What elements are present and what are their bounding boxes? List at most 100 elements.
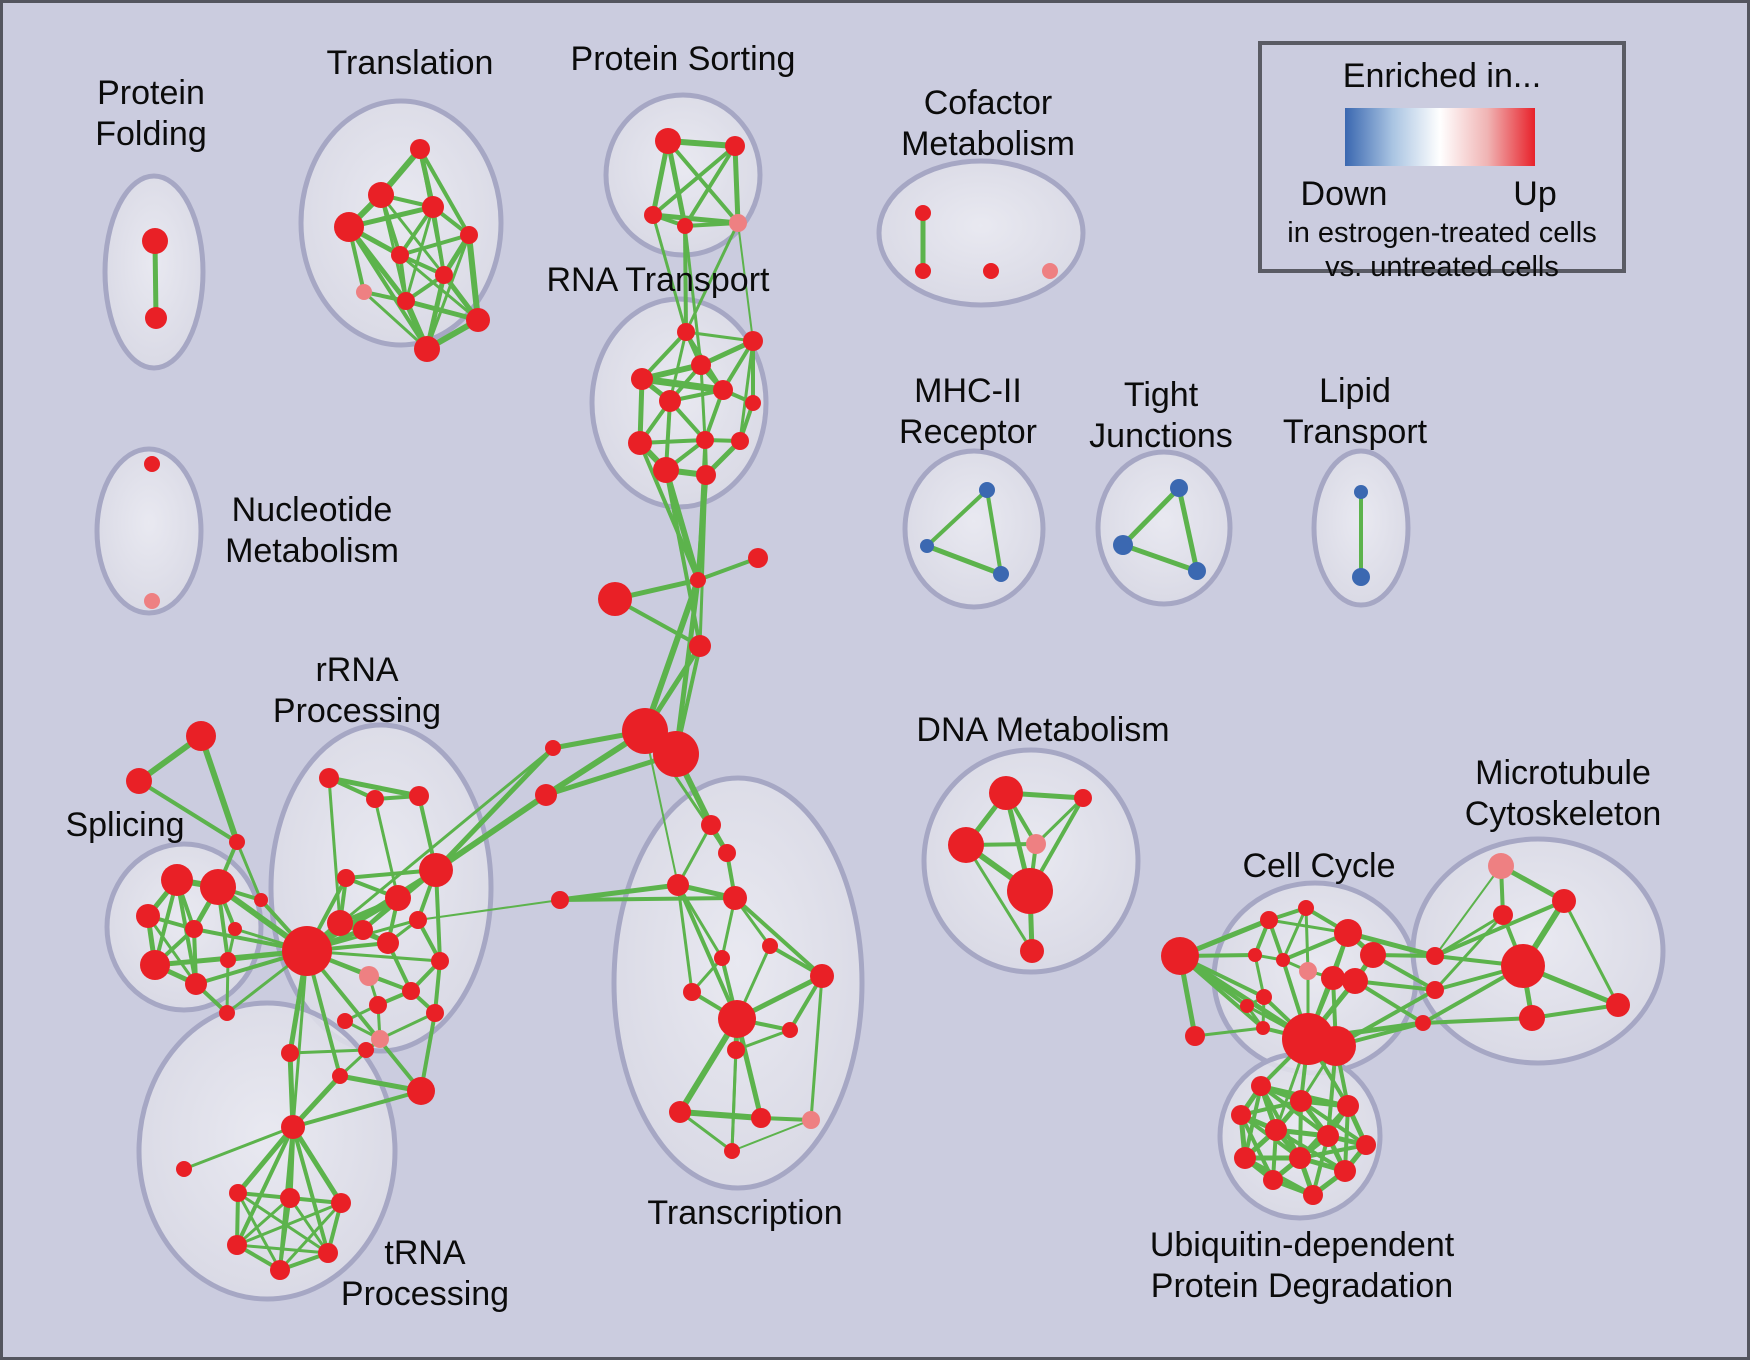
gene-set-node[interactable] <box>713 380 733 400</box>
gene-set-node[interactable] <box>1276 953 1290 967</box>
gene-set-node[interactable] <box>1260 911 1278 929</box>
gene-set-node[interactable] <box>598 582 632 616</box>
gene-set-node[interactable] <box>701 815 721 835</box>
gene-set-node[interactable] <box>782 1022 798 1038</box>
gene-set-node[interactable] <box>327 910 353 936</box>
gene-set-node[interactable] <box>628 431 652 455</box>
gene-set-node[interactable] <box>407 1077 435 1105</box>
gene-set-node[interactable] <box>140 950 170 980</box>
gene-set-node[interactable] <box>282 926 332 976</box>
gene-set-node[interactable] <box>920 539 934 553</box>
gene-set-node[interactable] <box>723 886 747 910</box>
gene-set-node[interactable] <box>318 1243 338 1263</box>
gene-set-node[interactable] <box>1185 1026 1205 1046</box>
gene-set-node[interactable] <box>337 1013 353 1029</box>
gene-set-node[interactable] <box>659 390 681 412</box>
gene-set-node[interactable] <box>1356 1135 1376 1155</box>
gene-set-node[interactable] <box>1493 905 1513 925</box>
gene-set-node[interactable] <box>989 776 1023 810</box>
gene-set-node[interactable] <box>1606 993 1630 1017</box>
gene-set-node[interactable] <box>667 874 689 896</box>
gene-set-node[interactable] <box>145 307 167 329</box>
gene-set-node[interactable] <box>219 1005 235 1021</box>
gene-set-node[interactable] <box>435 266 453 284</box>
gene-set-node[interactable] <box>410 139 430 159</box>
gene-set-node[interactable] <box>683 983 701 1001</box>
gene-set-node[interactable] <box>725 136 745 156</box>
gene-set-node[interactable] <box>1113 535 1133 555</box>
gene-set-node[interactable] <box>1334 919 1362 947</box>
gene-set-node[interactable] <box>391 246 409 264</box>
gene-set-node[interactable] <box>397 292 415 310</box>
gene-set-node[interactable] <box>1354 485 1368 499</box>
gene-set-node[interactable] <box>422 196 444 218</box>
gene-set-node[interactable] <box>228 922 242 936</box>
gene-set-node[interactable] <box>319 768 339 788</box>
gene-set-node[interactable] <box>696 465 716 485</box>
gene-set-node[interactable] <box>136 904 160 928</box>
gene-set-node[interactable] <box>1321 966 1345 990</box>
gene-set-node[interactable] <box>1298 900 1314 916</box>
gene-set-node[interactable] <box>1426 981 1444 999</box>
gene-set-node[interactable] <box>144 456 160 472</box>
gene-set-node[interactable] <box>1188 562 1206 580</box>
gene-set-node[interactable] <box>751 1108 771 1128</box>
gene-set-node[interactable] <box>727 1041 745 1059</box>
gene-set-node[interactable] <box>644 206 662 224</box>
gene-set-node[interactable] <box>1020 939 1044 963</box>
gene-set-node[interactable] <box>731 432 749 450</box>
gene-set-node[interactable] <box>353 920 373 940</box>
gene-set-node[interactable] <box>677 218 693 234</box>
gene-set-node[interactable] <box>1299 962 1317 980</box>
gene-set-node[interactable] <box>696 431 714 449</box>
gene-set-node[interactable] <box>714 950 730 966</box>
gene-set-node[interactable] <box>414 336 440 362</box>
gene-set-node[interactable] <box>653 457 679 483</box>
gene-set-node[interactable] <box>1263 1170 1283 1190</box>
gene-set-node[interactable] <box>431 952 449 970</box>
gene-set-node[interactable] <box>200 869 236 905</box>
gene-set-node[interactable] <box>426 1004 444 1022</box>
gene-set-node[interactable] <box>229 1184 247 1202</box>
gene-set-node[interactable] <box>1415 1015 1431 1031</box>
gene-set-node[interactable] <box>1342 968 1368 994</box>
gene-set-node[interactable] <box>281 1115 305 1139</box>
gene-set-node[interactable] <box>718 1000 756 1038</box>
gene-set-node[interactable] <box>729 214 747 232</box>
gene-set-node[interactable] <box>1026 834 1046 854</box>
gene-set-node[interactable] <box>227 1235 247 1255</box>
gene-set-node[interactable] <box>176 1161 192 1177</box>
gene-set-node[interactable] <box>677 323 695 341</box>
gene-set-node[interactable] <box>1248 948 1262 962</box>
gene-set-node[interactable] <box>254 893 268 907</box>
gene-set-node[interactable] <box>419 853 453 887</box>
gene-set-node[interactable] <box>669 1101 691 1123</box>
gene-set-node[interactable] <box>915 205 931 221</box>
gene-set-node[interactable] <box>1501 944 1545 988</box>
gene-set-node[interactable] <box>161 864 193 896</box>
gene-set-node[interactable] <box>1256 1021 1270 1035</box>
gene-set-node[interactable] <box>1240 999 1254 1013</box>
gene-set-node[interactable] <box>368 182 394 208</box>
gene-set-node[interactable] <box>653 731 699 777</box>
gene-set-node[interactable] <box>409 786 429 806</box>
gene-set-node[interactable] <box>371 1030 389 1048</box>
gene-set-node[interactable] <box>535 784 557 806</box>
gene-set-node[interactable] <box>377 932 399 954</box>
gene-set-node[interactable] <box>1337 1095 1359 1117</box>
gene-set-node[interactable] <box>1231 1105 1251 1125</box>
gene-set-node[interactable] <box>810 964 834 988</box>
gene-set-node[interactable] <box>185 920 203 938</box>
gene-set-node[interactable] <box>1256 989 1272 1005</box>
gene-set-node[interactable] <box>356 284 372 300</box>
gene-set-node[interactable] <box>1303 1185 1323 1205</box>
gene-set-node[interactable] <box>802 1111 820 1129</box>
gene-set-node[interactable] <box>1552 889 1576 913</box>
gene-set-node[interactable] <box>718 844 736 862</box>
gene-set-node[interactable] <box>1074 789 1092 807</box>
gene-set-node[interactable] <box>229 834 245 850</box>
gene-set-node[interactable] <box>1488 853 1514 879</box>
gene-set-node[interactable] <box>144 593 160 609</box>
gene-set-node[interactable] <box>948 827 984 863</box>
gene-set-node[interactable] <box>185 973 207 995</box>
